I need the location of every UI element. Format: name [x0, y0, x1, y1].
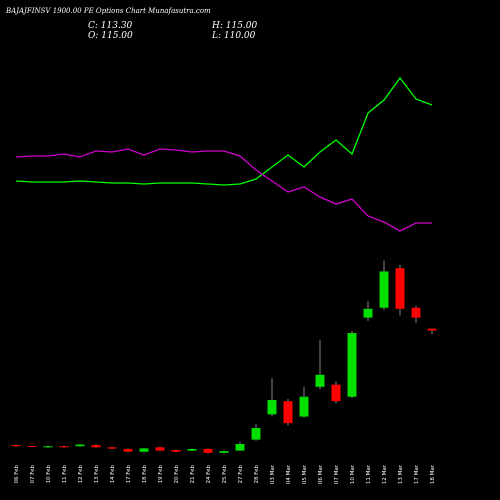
candle-body [379, 271, 389, 308]
close-label: C: 113.30 [88, 21, 133, 31]
x-tick-label: 17 Feb [126, 465, 132, 484]
x-tick-label: 25 Feb [222, 465, 228, 484]
x-tick-label: 06 Feb [14, 465, 20, 484]
candle-body [91, 445, 101, 448]
candle-body [75, 444, 85, 447]
x-tick-label: 03 Mar [270, 464, 276, 484]
candle-body [251, 428, 261, 440]
candle-body [107, 447, 117, 449]
candle-body [331, 384, 341, 402]
indicator-line [15, 148, 432, 232]
low-label: L: 110.00 [211, 31, 256, 41]
candle-body [139, 448, 149, 452]
candle-body [155, 447, 165, 451]
x-tick-label: 24 Feb [206, 465, 212, 484]
candle-body [171, 450, 181, 452]
candle-body [219, 451, 229, 453]
open-label: O: 115.00 [88, 31, 133, 41]
candle-body [267, 400, 277, 415]
candle-body [235, 444, 245, 451]
chart-title: BAJAJFINSV 1900.00 PE Options Chart Muna… [5, 7, 211, 15]
x-tick-label: 19 Feb [158, 465, 164, 484]
x-tick-label: 12 Mar [382, 464, 388, 484]
candle-body [299, 396, 309, 417]
x-tick-label: 07 Mar [334, 464, 340, 484]
x-tick-label: 06 Mar [318, 464, 324, 484]
candle-body [427, 328, 437, 331]
candle-body [59, 446, 69, 448]
x-tick-label: 13 Mar [398, 464, 404, 484]
x-tick-label: 04 Mar [286, 464, 292, 484]
x-tick-label: 10 Mar [350, 464, 356, 484]
x-tick-label: 27 Feb [238, 465, 244, 484]
x-tick-label: 18 Feb [142, 465, 148, 484]
x-tick-label: 07 Feb [30, 465, 36, 484]
candle-body [283, 401, 293, 424]
x-tick-label: 11 Mar [366, 464, 372, 484]
x-tick-label: 14 Feb [110, 465, 116, 484]
candle-body [315, 374, 325, 387]
high-label: H: 115.00 [211, 21, 258, 31]
candle-body [187, 448, 197, 451]
candle-body [395, 268, 405, 309]
x-tick-label: 28 Feb [254, 465, 260, 484]
x-tick-label: 12 Feb [78, 465, 84, 484]
x-tick-label: 11 Feb [62, 465, 68, 484]
candle-body [27, 445, 37, 447]
x-tick-label: 18 Mar [430, 464, 436, 484]
candle-body [123, 448, 133, 452]
candle-body [411, 307, 421, 318]
x-tick-label: 10 Feb [46, 465, 52, 484]
x-tick-label: 17 Mar [414, 464, 420, 484]
x-tick-label: 20 Feb [174, 465, 180, 484]
candle-body [203, 448, 213, 453]
candle-body [347, 333, 357, 397]
candle-body [11, 445, 21, 447]
x-tick-label: 13 Feb [94, 465, 100, 484]
indicator-line [15, 76, 433, 186]
x-tick-label: 05 Mar [302, 464, 308, 484]
candle-body [363, 308, 373, 318]
candle-body [43, 446, 53, 448]
x-tick-label: 21 Feb [190, 465, 196, 484]
